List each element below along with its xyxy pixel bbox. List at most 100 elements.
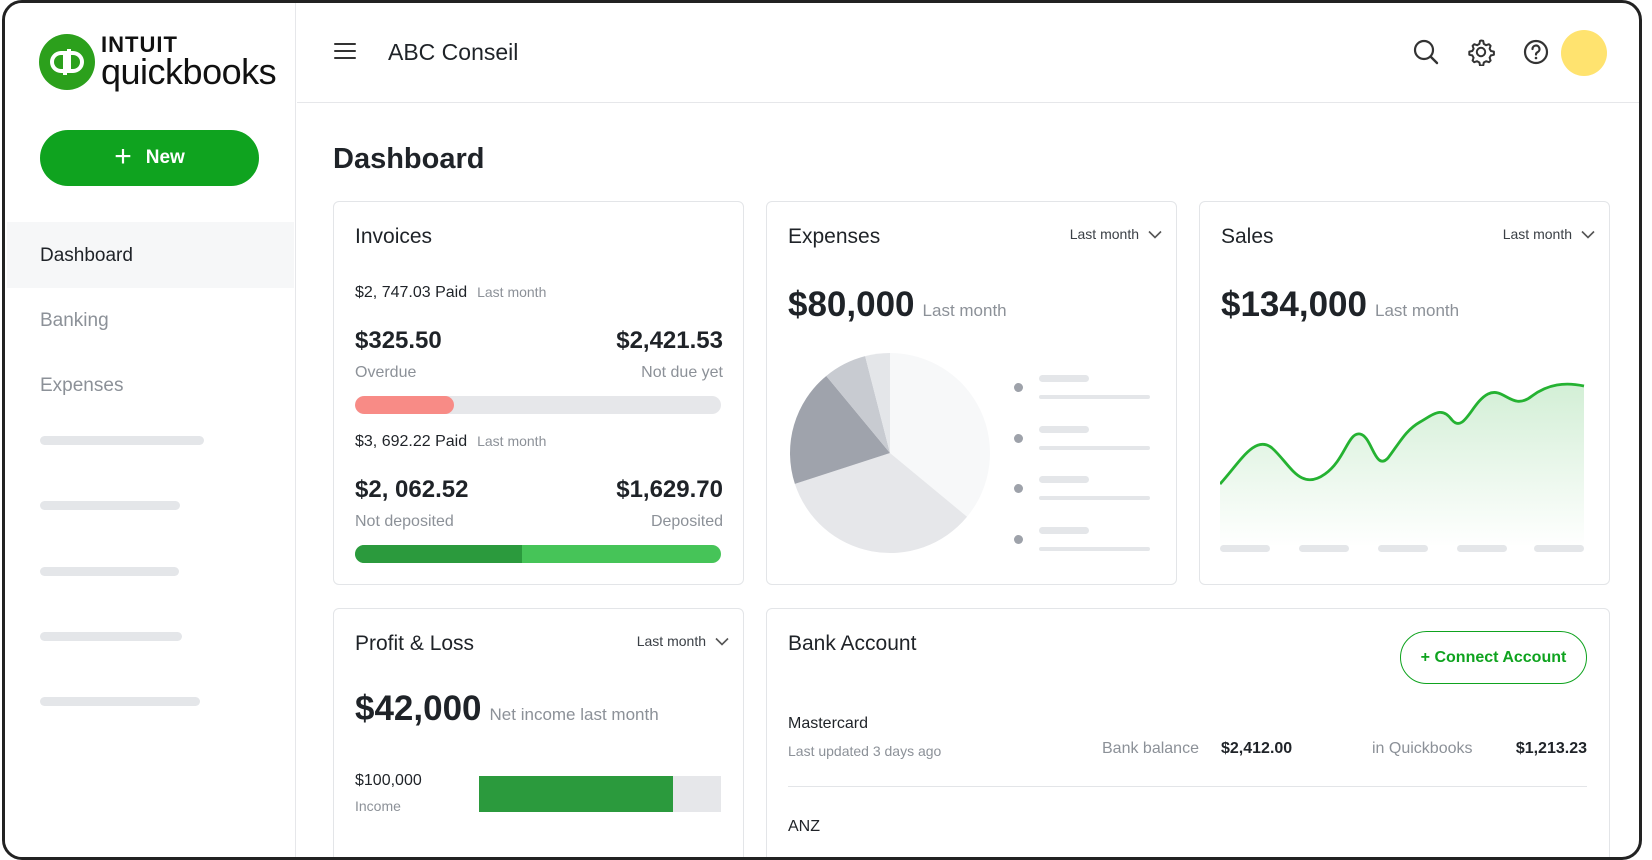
sales-amount: $134,000	[1221, 285, 1367, 324]
pie-slice-5	[865, 353, 890, 453]
menu-icon[interactable]	[333, 41, 357, 61]
expenses-amount: $80,000	[788, 285, 915, 324]
search-icon[interactable]	[1412, 38, 1440, 66]
not-deposited-progress-fill	[355, 545, 522, 563]
invoices-card: Invoices $2, 747.03 Paid Last month $325.…	[333, 201, 744, 585]
legend-placeholder	[1039, 446, 1150, 450]
income-bar	[479, 776, 721, 812]
net-income-amount: $42,000	[355, 689, 482, 728]
paid-amount: $2, 747.03 Paid	[355, 284, 468, 301]
income-bar-fill	[479, 776, 673, 812]
sidebar-placeholder	[40, 501, 180, 510]
paid-period: Last month	[477, 433, 547, 449]
sidebar-placeholder	[40, 567, 179, 576]
not-deposited-label: Not deposited	[355, 513, 454, 530]
bank-account-name[interactable]: Mastercard	[788, 715, 869, 732]
paid-amount: $3, 692.22 Paid	[355, 433, 468, 450]
net-income-total: $42,000 Net income last month	[355, 689, 659, 729]
chevron-down-icon	[1581, 230, 1595, 239]
chevron-down-icon	[1148, 230, 1162, 239]
sidebar-active-highlight	[7, 222, 294, 288]
quickbooks-logo[interactable]: INTUIT quickbooks	[39, 32, 277, 90]
period-label: Last month	[636, 633, 706, 649]
overdue-label: Overdue	[355, 364, 417, 381]
row-divider	[788, 786, 1587, 787]
legend-placeholder	[1039, 476, 1089, 483]
legend-placeholder	[1039, 395, 1150, 399]
overdue-progress-bar	[355, 396, 721, 414]
sales-period: Last month	[1374, 301, 1460, 320]
sidebar-item-dashboard[interactable]: Dashboard	[40, 245, 133, 266]
legend-placeholder	[1039, 547, 1150, 551]
card-title: Bank Account	[788, 632, 917, 655]
bank-last-updated: Last updated 3 days ago	[788, 743, 942, 759]
help-icon[interactable]	[1522, 38, 1550, 66]
new-button[interactable]: + New	[40, 130, 259, 186]
connect-account-button[interactable]: + Connect Account	[1400, 631, 1587, 684]
profit-loss-card: Profit & Loss Last month $42,000 Net inco…	[333, 608, 744, 857]
bank-balance-label: Bank balance	[1102, 740, 1199, 757]
sidebar-placeholder	[40, 436, 204, 445]
sidebar-item-expenses[interactable]: Expenses	[40, 375, 124, 396]
card-title: Sales	[1221, 225, 1274, 248]
company-name: ABC Conseil	[388, 39, 519, 65]
period-dropdown[interactable]: Last month	[1070, 226, 1162, 242]
net-income-label: Net income last month	[489, 705, 659, 724]
legend-dot	[1014, 535, 1023, 544]
deposited-label: Deposited	[650, 513, 723, 530]
invoices-paid-summary: $2, 747.03 Paid Last month	[355, 284, 546, 302]
legend-dot	[1014, 383, 1023, 392]
quickbooks-balance-label: in Quickbooks	[1372, 740, 1473, 757]
sales-line-chart	[1220, 382, 1585, 552]
income-label: Income	[355, 798, 401, 814]
bank-balance-value: $2,412.00	[1221, 740, 1293, 757]
period-label: Last month	[1069, 226, 1139, 242]
page-title: Dashboard	[333, 143, 485, 175]
legend-placeholder	[1039, 375, 1089, 382]
pie-slice-3	[790, 375, 890, 484]
x-tick-placeholder	[1299, 545, 1349, 552]
legend-placeholder	[1039, 527, 1089, 534]
plus-icon: +	[114, 139, 132, 173]
legend-dot	[1014, 434, 1023, 443]
sidebar-placeholder	[40, 632, 182, 641]
legend-placeholder	[1039, 496, 1150, 500]
avatar[interactable]	[1561, 30, 1607, 76]
bank-account-card: Bank Account + Connect Account Mastercar…	[766, 608, 1610, 857]
period-dropdown[interactable]: Last month	[637, 633, 729, 649]
new-button-label: New	[145, 147, 185, 168]
card-title: Invoices	[355, 225, 433, 248]
expenses-card: Expenses Last month $80,000 Last month	[766, 201, 1177, 585]
sales-line	[1220, 382, 1585, 485]
gear-icon[interactable]	[1467, 38, 1495, 66]
x-tick-placeholder	[1534, 545, 1584, 552]
pie-slice-1	[890, 353, 990, 517]
invoices-paid-summary: $3, 692.22 Paid Last month	[355, 433, 546, 451]
sidebar-item-banking[interactable]: Banking	[40, 310, 109, 331]
expenses-period: Last month	[922, 301, 1007, 320]
expenses-total: $80,000 Last month	[788, 285, 1007, 325]
legend-placeholder	[1039, 426, 1089, 433]
overdue-amount: $325.50	[355, 327, 442, 354]
bank-account-name[interactable]: ANZ	[788, 818, 820, 835]
not-due-amount: $2,421.53	[616, 327, 723, 354]
top-bar: ABC Conseil	[297, 3, 1639, 103]
x-tick-placeholder	[1457, 545, 1507, 552]
quickbooks-balance-value: $1,213.23	[1515, 740, 1587, 757]
period-dropdown[interactable]: Last month	[1503, 226, 1595, 242]
deposit-progress-bar	[355, 545, 721, 563]
overdue-progress-fill	[355, 396, 454, 414]
income-amount: $100,000	[355, 772, 422, 789]
legend-dot	[1014, 484, 1023, 493]
x-tick-placeholder	[1220, 545, 1270, 552]
sidebar: INTUIT quickbooks + New Dashboard Bankin…	[5, 3, 296, 857]
pie-slice-2	[794, 453, 968, 553]
not-due-label: Not due yet	[641, 364, 723, 381]
not-deposited-amount: $2, 062.52	[355, 476, 469, 503]
logo-intuit-text: INTUIT	[101, 32, 178, 57]
card-title: Profit & Loss	[355, 632, 475, 655]
deposited-amount: $1,629.70	[616, 476, 723, 503]
paid-period: Last month	[477, 284, 547, 300]
x-tick-placeholder	[1378, 545, 1428, 552]
